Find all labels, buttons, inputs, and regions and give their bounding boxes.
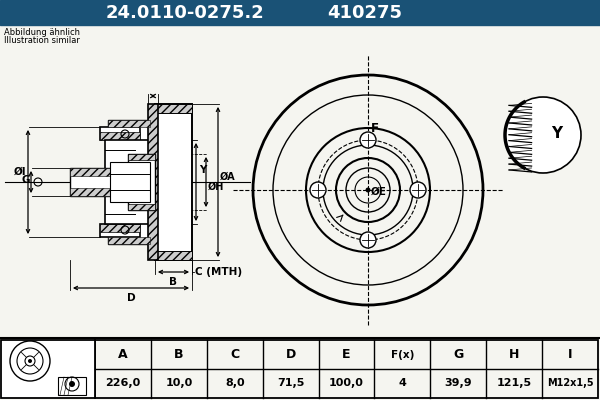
Bar [0, 0, 600, 25]
Text: 4: 4 [398, 378, 406, 388]
Circle shape [410, 182, 426, 198]
Text: E: E [342, 348, 351, 361]
Circle shape [505, 97, 581, 173]
Circle shape [69, 381, 75, 387]
Bar [70, 168, 117, 176]
Bar [148, 104, 158, 260]
Bar [70, 168, 117, 196]
Bar [110, 162, 150, 202]
Bar [155, 251, 192, 260]
Bar [155, 104, 192, 113]
Text: Y: Y [551, 126, 562, 140]
Text: Y: Y [199, 165, 206, 175]
Text: H: H [509, 348, 520, 361]
Bar [70, 188, 117, 196]
Text: G: G [22, 175, 30, 185]
Text: 226,0: 226,0 [106, 378, 140, 388]
Text: 100,0: 100,0 [329, 378, 364, 388]
Text: Illustration similar: Illustration similar [4, 36, 80, 45]
Text: B: B [174, 348, 184, 361]
Text: 39,9: 39,9 [445, 378, 472, 388]
Text: ØI: ØI [13, 167, 26, 177]
Bar [100, 224, 140, 232]
Bar [108, 237, 150, 244]
Circle shape [360, 232, 376, 248]
Circle shape [28, 359, 32, 363]
Text: C (MTH): C (MTH) [195, 267, 242, 277]
Circle shape [360, 132, 376, 148]
Text: M12x1,5: M12x1,5 [547, 378, 593, 388]
Text: 410275: 410275 [328, 4, 403, 22]
Text: D: D [127, 293, 136, 303]
Bar [95, 340, 598, 398]
Text: F: F [371, 122, 379, 135]
Circle shape [310, 182, 326, 198]
Bar [108, 120, 150, 127]
Text: I: I [568, 348, 572, 361]
Bar [100, 224, 140, 237]
Text: 8,0: 8,0 [225, 378, 245, 388]
Bar [100, 127, 140, 140]
Text: C: C [230, 348, 239, 361]
Text: Abbildung ähnlich: Abbildung ähnlich [4, 28, 80, 37]
Text: 24.0110-0275.2: 24.0110-0275.2 [106, 4, 265, 22]
Text: G: G [453, 348, 463, 361]
Text: 10,0: 10,0 [165, 378, 193, 388]
Text: D: D [286, 348, 296, 361]
Text: 71,5: 71,5 [277, 378, 304, 388]
Text: ØE: ØE [371, 187, 387, 197]
Bar [128, 204, 155, 210]
Bar [128, 154, 155, 210]
Bar [100, 132, 140, 140]
Text: ØA: ØA [220, 172, 236, 182]
Text: 121,5: 121,5 [497, 378, 532, 388]
Bar [108, 120, 150, 244]
Bar [1, 340, 95, 398]
Bar [128, 154, 155, 160]
Bar [58, 377, 86, 395]
Circle shape [365, 188, 371, 192]
Text: B: B [170, 277, 178, 287]
Bar [105, 140, 155, 224]
Text: ØH: ØH [208, 182, 224, 192]
Bar [155, 104, 192, 260]
Text: F(x): F(x) [391, 350, 414, 360]
Text: A: A [118, 348, 128, 361]
